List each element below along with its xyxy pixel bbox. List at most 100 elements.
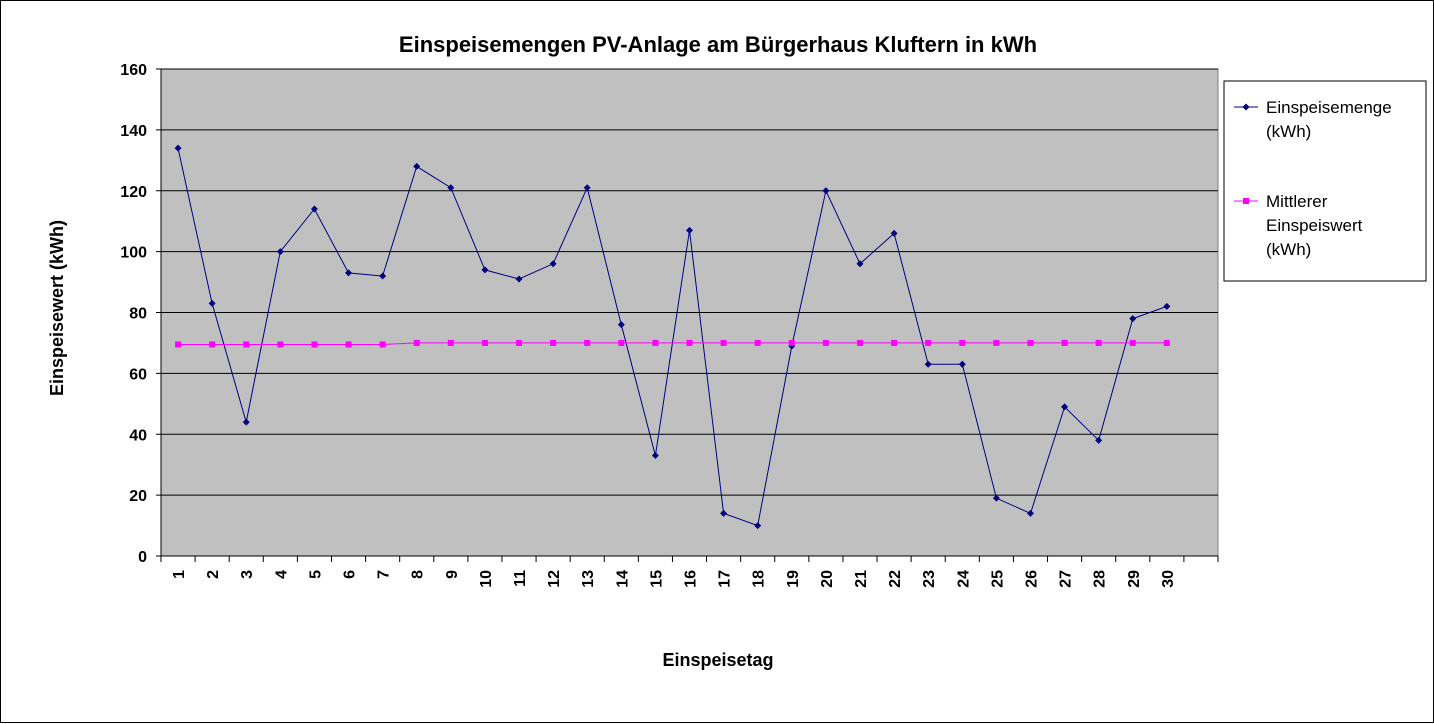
data-point (891, 339, 898, 346)
x-tick-label: 13 (580, 570, 597, 588)
data-point (754, 522, 762, 530)
data-point (516, 339, 523, 346)
data-point (1027, 339, 1034, 346)
y-tick-label: 120 (120, 184, 147, 201)
x-tick-label: 8 (410, 570, 427, 579)
data-point (1129, 339, 1136, 346)
x-tick-label: 20 (819, 570, 836, 588)
data-point (209, 341, 216, 348)
x-tick-label: 15 (648, 570, 665, 588)
data-point (925, 339, 932, 346)
x-tick-label: 7 (376, 570, 393, 579)
x-tick-label: 2 (205, 570, 222, 579)
legend-item-2: Mittlerer Einspeiswert (kWh) (1234, 192, 1363, 259)
data-point (447, 184, 455, 192)
y-tick-label: 140 (120, 123, 147, 140)
x-tick-label: 24 (955, 570, 972, 588)
data-point (175, 341, 182, 348)
data-point (959, 339, 966, 346)
data-point (754, 339, 761, 346)
data-point (1095, 436, 1103, 444)
data-point (822, 339, 829, 346)
data-point (1163, 339, 1170, 346)
x-axis-label: Einspeisetag (662, 650, 773, 670)
legend-label: (kWh) (1266, 240, 1311, 259)
legend-label: (kWh) (1266, 122, 1311, 141)
legend-box (1223, 80, 1427, 282)
data-point (958, 360, 966, 368)
data-point (584, 339, 591, 346)
data-point (720, 339, 727, 346)
x-tick-label: 18 (751, 570, 768, 588)
data-point (1026, 509, 1034, 517)
data-point (822, 187, 830, 195)
data-point (379, 341, 386, 348)
data-point (993, 339, 1000, 346)
data-point (345, 269, 353, 277)
legend-label: Mittlerer (1266, 192, 1328, 211)
x-tick-label: 26 (1023, 570, 1040, 588)
data-point (720, 509, 728, 517)
x-tick-label: 25 (989, 570, 1006, 588)
data-point (1095, 339, 1102, 346)
axes (156, 68, 1219, 562)
data-point (617, 321, 625, 329)
data-point (276, 248, 284, 256)
y-tick-label: 100 (120, 245, 147, 262)
x-tick-label: 17 (717, 570, 734, 588)
data-point (788, 339, 795, 346)
x-tick-label: 5 (307, 570, 324, 579)
legend-item-1: Einspeisemenge (kWh) (1234, 98, 1392, 141)
y-tick-label: 80 (129, 306, 147, 323)
series-lines (174, 144, 1171, 530)
data-point (413, 339, 420, 346)
data-point (242, 418, 250, 426)
data-point (856, 339, 863, 346)
data-point (550, 339, 557, 346)
x-tick-label: 16 (683, 570, 700, 588)
x-tick-label: 1 (171, 570, 188, 579)
x-tick-label: 28 (1092, 570, 1109, 588)
data-point (310, 205, 318, 213)
y-tick-label: 0 (138, 549, 147, 566)
data-point (549, 260, 557, 268)
x-tick-label: 9 (444, 570, 461, 579)
x-tick-label: 3 (239, 570, 256, 579)
x-tick-label: 14 (614, 570, 631, 588)
data-point (481, 266, 489, 274)
y-axis-label: Einspeisewert (kWh) (47, 220, 67, 396)
data-point (447, 339, 454, 346)
data-point (243, 341, 250, 348)
data-point (651, 452, 659, 460)
data-point (208, 299, 216, 307)
legend-label: Einspeiswert (1266, 216, 1363, 235)
data-point (583, 184, 591, 192)
data-point (379, 272, 387, 280)
data-point (992, 494, 1000, 502)
data-point (652, 339, 659, 346)
legend: Einspeisemenge (kWh) Mittlerer Einspeiswert… (1223, 80, 1427, 282)
data-point (481, 339, 488, 346)
x-tick-label: 22 (887, 570, 904, 588)
data-point (1061, 339, 1068, 346)
data-point (618, 339, 625, 346)
y-tick-label: 160 (120, 62, 147, 79)
x-tick-label: 21 (853, 570, 870, 588)
legend-marker (1242, 103, 1250, 111)
legend-items: Einspeisemenge (kWh) Mittlerer Einspeiswert… (1234, 98, 1392, 259)
x-tick-label: 6 (342, 570, 359, 579)
x-tick-label: 27 (1058, 570, 1075, 588)
series-1 (174, 144, 1171, 530)
chart-title: Einspeisemengen PV-Anlage am Bürgerhaus … (399, 32, 1037, 57)
data-point (174, 144, 182, 152)
data-point (515, 275, 523, 283)
data-point (856, 260, 864, 268)
series-line (178, 342, 1167, 345)
x-tick-label: 30 (1160, 570, 1177, 588)
legend-marker (1243, 198, 1249, 204)
x-tick-label: 19 (785, 570, 802, 588)
x-tick-label: 23 (921, 570, 938, 588)
data-point (311, 341, 318, 348)
